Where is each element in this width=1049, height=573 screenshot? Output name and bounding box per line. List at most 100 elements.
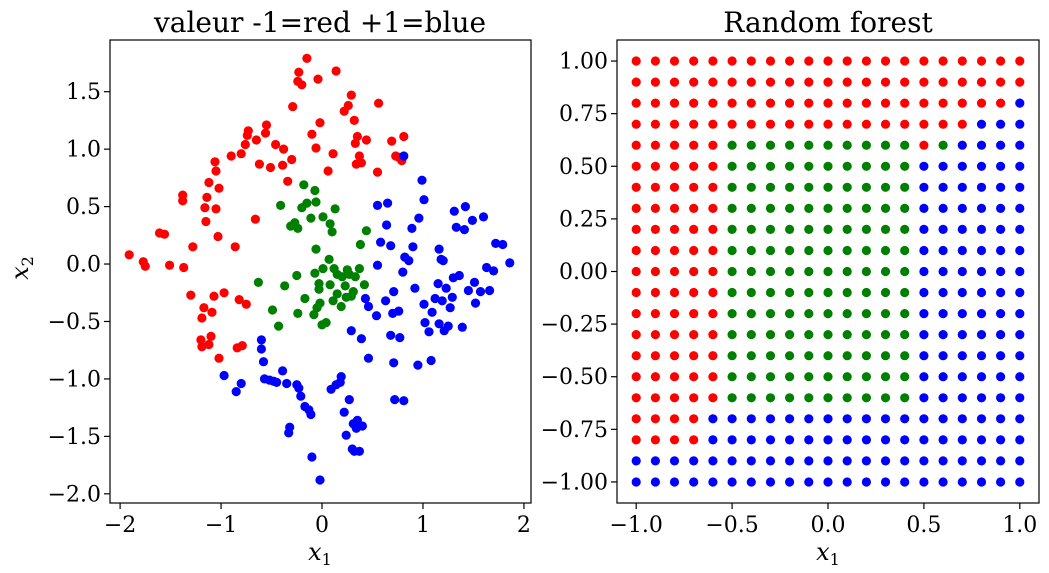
grid-point-B bbox=[861, 477, 872, 487]
grid-point-G bbox=[900, 140, 910, 150]
grid-point-B bbox=[957, 477, 967, 487]
grid-point-B bbox=[996, 266, 1006, 277]
grid-point-G bbox=[746, 393, 756, 403]
grid-point-R bbox=[708, 56, 718, 66]
point-red bbox=[204, 339, 214, 350]
grid-point-B bbox=[996, 414, 1006, 424]
point-blue bbox=[491, 238, 501, 248]
grid-point-R bbox=[765, 98, 776, 108]
point-red bbox=[243, 126, 253, 136]
grid-point-R bbox=[823, 98, 833, 108]
point-blue bbox=[482, 262, 492, 273]
grid-point-B bbox=[804, 477, 814, 487]
grid-point-R bbox=[708, 140, 718, 150]
grid-point-R bbox=[669, 56, 680, 66]
grid-point-G bbox=[900, 266, 910, 277]
point-blue bbox=[470, 298, 481, 308]
point-red bbox=[207, 307, 217, 317]
grid-point-G bbox=[765, 140, 776, 150]
x-tick-label: −0.5 bbox=[705, 513, 758, 538]
grid-point-G bbox=[785, 203, 795, 213]
grid-point-R bbox=[976, 56, 987, 66]
grid-point-R bbox=[708, 203, 718, 213]
grid-point-R bbox=[631, 435, 641, 445]
y-tick-label: 1.0 bbox=[66, 138, 101, 163]
y-tick-label: 0.0 bbox=[66, 253, 101, 278]
grid-point-G bbox=[861, 351, 872, 361]
point-blue bbox=[478, 212, 489, 222]
point-red bbox=[199, 303, 209, 313]
grid-point-R bbox=[650, 119, 661, 129]
grid-point-B bbox=[785, 414, 795, 424]
grid-point-R bbox=[861, 77, 872, 87]
point-red bbox=[211, 204, 221, 214]
point-green bbox=[267, 305, 278, 315]
grid-point-B bbox=[976, 161, 987, 171]
grid-point-B bbox=[938, 351, 948, 361]
grid-point-R bbox=[669, 372, 680, 382]
point-green bbox=[293, 308, 303, 318]
grid-point-B bbox=[919, 182, 929, 192]
grid-point-B bbox=[919, 330, 929, 340]
grid-point-R bbox=[631, 161, 641, 171]
x-tick-label: 0.0 bbox=[811, 513, 846, 538]
grid-point-R bbox=[996, 77, 1006, 87]
grid-point-G bbox=[746, 351, 756, 361]
grid-point-B bbox=[976, 245, 987, 256]
point-red bbox=[283, 176, 293, 186]
point-blue bbox=[469, 277, 480, 287]
point-blue bbox=[278, 366, 288, 376]
point-red bbox=[140, 261, 150, 271]
point-green bbox=[318, 264, 328, 274]
grid-point-B bbox=[1015, 140, 1025, 150]
grid-point-R bbox=[919, 98, 929, 108]
grid-point-B bbox=[765, 477, 776, 487]
point-green bbox=[318, 212, 328, 222]
grid-point-B bbox=[938, 477, 948, 487]
grid-point-R bbox=[650, 351, 661, 361]
grid-point-B bbox=[708, 435, 718, 445]
grid-point-R bbox=[669, 182, 680, 192]
grid-point-B bbox=[919, 372, 929, 382]
grid-point-R bbox=[976, 77, 987, 87]
grid-point-G bbox=[842, 266, 852, 277]
grid-point-G bbox=[900, 309, 910, 319]
grid-point-G bbox=[880, 309, 891, 319]
grid-point-B bbox=[938, 372, 948, 382]
grid-point-G bbox=[785, 351, 795, 361]
grid-point-G bbox=[861, 140, 872, 150]
point-green bbox=[276, 200, 286, 210]
point-blue bbox=[408, 242, 418, 252]
grid-point-B bbox=[976, 182, 987, 192]
y-tick-label: −2.0 bbox=[48, 482, 101, 507]
grid-point-R bbox=[650, 435, 661, 445]
point-green bbox=[280, 281, 290, 291]
grid-point-R bbox=[900, 56, 910, 66]
point-red bbox=[186, 290, 196, 300]
grid-point-B bbox=[804, 456, 814, 466]
grid-point-G bbox=[823, 203, 833, 213]
point-red bbox=[200, 203, 210, 213]
point-green bbox=[350, 272, 360, 282]
point-blue bbox=[420, 318, 430, 328]
grid-point-R bbox=[650, 161, 661, 171]
grid-point-B bbox=[957, 161, 967, 171]
grid-point-R bbox=[746, 119, 756, 129]
grid-point-B bbox=[669, 477, 680, 487]
grid-point-R bbox=[689, 119, 699, 129]
grid-point-G bbox=[765, 309, 776, 319]
point-blue bbox=[460, 202, 470, 212]
grid-point-B bbox=[765, 435, 776, 445]
grid-point-R bbox=[689, 435, 699, 445]
grid-point-B bbox=[957, 372, 967, 382]
grid-point-B bbox=[1015, 393, 1025, 403]
grid-point-G bbox=[765, 245, 776, 256]
grid-point-B bbox=[785, 456, 795, 466]
point-red bbox=[234, 295, 244, 305]
point-red bbox=[346, 90, 356, 100]
grid-point-R bbox=[669, 98, 680, 108]
grid-point-G bbox=[746, 161, 756, 171]
point-blue bbox=[434, 244, 444, 254]
grid-point-R bbox=[689, 309, 699, 319]
point-red bbox=[374, 98, 384, 108]
